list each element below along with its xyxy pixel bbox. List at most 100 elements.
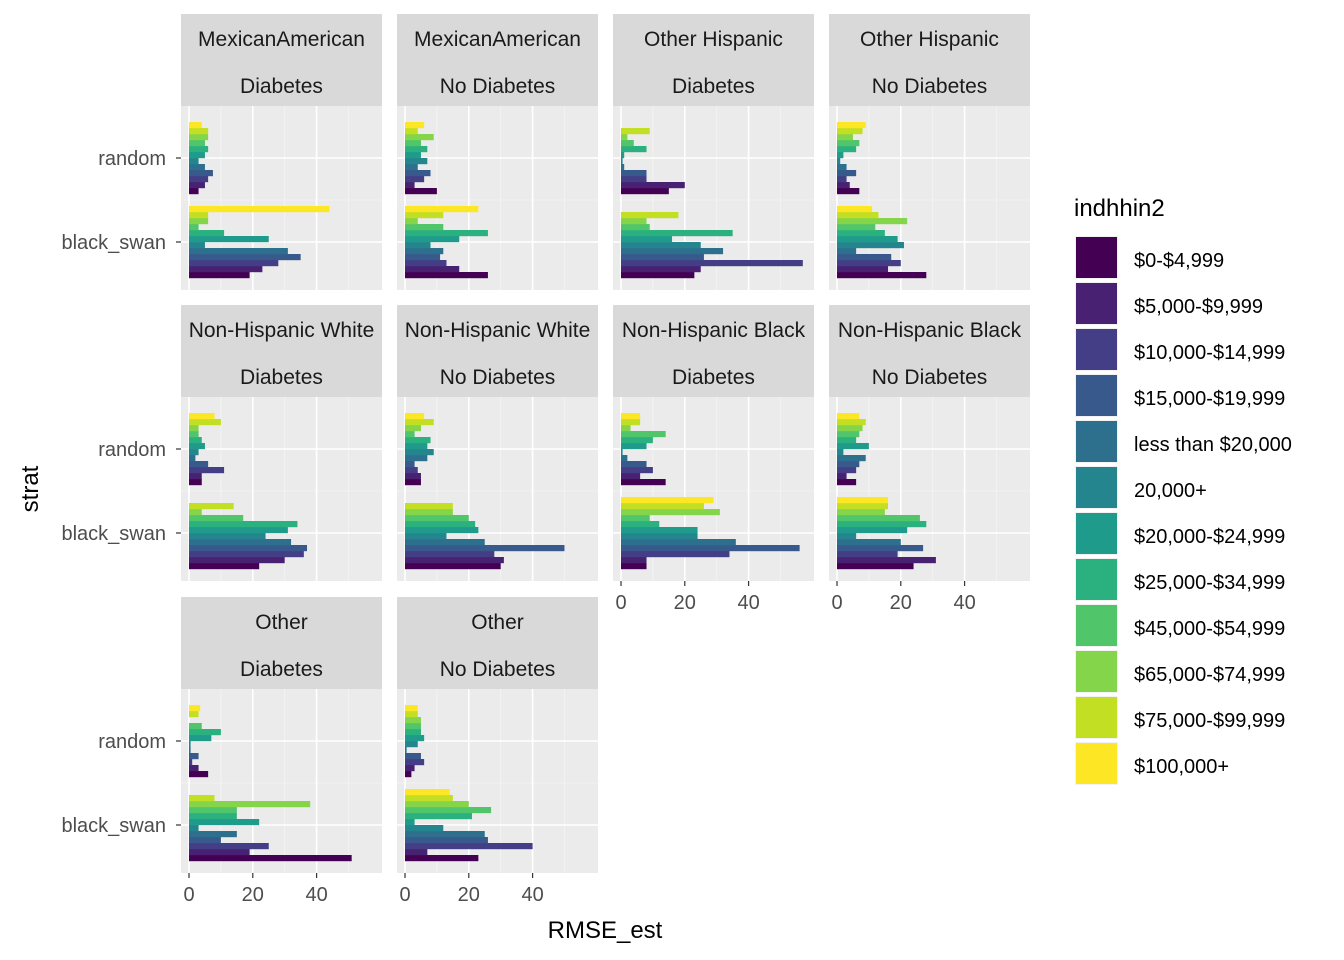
bar-random xyxy=(189,419,221,426)
bar-random xyxy=(189,741,191,748)
bar-random xyxy=(189,467,225,474)
bar-black-swan xyxy=(621,260,803,267)
bar-black-swan xyxy=(189,230,225,237)
bar-black-swan xyxy=(621,212,679,219)
bar-random xyxy=(189,723,202,730)
bar-random xyxy=(405,443,428,450)
bar-random xyxy=(621,461,647,468)
bar-random xyxy=(189,437,202,444)
bar-random xyxy=(189,146,209,153)
bar-black-swan xyxy=(189,807,237,814)
bar-random xyxy=(189,747,191,754)
facet-strip xyxy=(181,597,382,689)
bar-black-swan xyxy=(405,789,450,796)
bar-black-swan xyxy=(621,527,698,534)
legend-label: $10,000-$14,999 xyxy=(1134,342,1285,364)
bar-random xyxy=(621,467,653,474)
bar-random xyxy=(405,479,421,486)
bar-black-swan xyxy=(405,236,460,243)
facet-panel: MexicanAmerican No Diabetes xyxy=(397,14,598,290)
bar-black-swan xyxy=(837,533,857,540)
bar-black-swan xyxy=(405,533,447,540)
bar-black-swan xyxy=(189,539,292,546)
bar-black-swan xyxy=(837,509,885,516)
y-tick-label: black_swan xyxy=(61,523,166,545)
bar-random xyxy=(621,455,628,462)
bar-random xyxy=(837,425,863,432)
bar-black-swan xyxy=(837,206,873,213)
bar-random xyxy=(837,176,847,183)
bar-black-swan xyxy=(405,503,453,510)
panels-layer: MexicanAmericanDiabetesrandomblack_swanM… xyxy=(61,14,1030,906)
x-tick-label: 0 xyxy=(399,884,410,906)
bar-random xyxy=(621,413,641,420)
legend-label: $100,000+ xyxy=(1134,756,1229,778)
legend-key xyxy=(1076,513,1117,554)
bar-random xyxy=(189,176,209,183)
facet-plot-area xyxy=(829,397,1030,581)
bar-black-swan xyxy=(405,807,492,814)
bar-black-swan xyxy=(837,242,904,249)
bar-black-swan xyxy=(621,272,695,279)
bar-random xyxy=(621,170,647,177)
bar-random xyxy=(189,128,209,135)
legend-key xyxy=(1076,283,1117,324)
legend-label: less than $20,000 xyxy=(1134,434,1292,456)
bar-random xyxy=(189,711,199,718)
facet-panel: MexicanAmerican Diabetes random black_swan xyxy=(61,14,382,290)
bar-black-swan xyxy=(837,266,889,273)
bar-black-swan xyxy=(189,855,352,862)
bar-random xyxy=(405,705,418,712)
bar-random xyxy=(405,765,415,772)
x-tick-label: 20 xyxy=(458,884,480,906)
x-tick-label: 0 xyxy=(831,592,842,614)
bar-random xyxy=(405,425,421,432)
facet-strip xyxy=(397,14,598,106)
bar-black-swan xyxy=(621,509,720,516)
bar-black-swan xyxy=(405,813,472,820)
y-tick-label: black_swan xyxy=(61,815,166,837)
bar-random xyxy=(405,717,421,724)
bar-random xyxy=(405,753,421,760)
bar-black-swan xyxy=(405,242,431,249)
facet-panel: Non-Hispanic White Diabetes random black_sw… xyxy=(61,305,382,581)
bar-random xyxy=(405,771,412,778)
bar-random xyxy=(405,729,421,736)
x-tick-label: 0 xyxy=(615,592,626,614)
bar-random xyxy=(189,449,199,456)
bar-black-swan xyxy=(405,272,488,279)
bar-random xyxy=(837,413,860,420)
bar-black-swan xyxy=(189,260,279,267)
bar-black-swan xyxy=(837,248,857,255)
facet-strip-label-2: Diabetes xyxy=(672,366,755,389)
facet-strip xyxy=(613,305,814,397)
bar-black-swan xyxy=(405,855,479,862)
facet-strip xyxy=(397,305,598,397)
bar-black-swan xyxy=(621,218,647,225)
bar-random xyxy=(621,449,623,456)
bar-black-swan xyxy=(621,503,704,510)
bar-black-swan xyxy=(405,230,488,237)
bar-random xyxy=(837,467,857,474)
bar-random xyxy=(189,140,205,147)
bar-black-swan xyxy=(405,551,495,558)
bar-random xyxy=(837,479,857,486)
bar-random xyxy=(189,479,202,486)
bar-black-swan xyxy=(405,509,453,516)
bar-black-swan xyxy=(189,819,260,826)
bar-random xyxy=(189,413,215,420)
bar-random xyxy=(621,128,650,135)
facet-strip-label-1: Non-Hispanic Black xyxy=(622,319,806,342)
bar-black-swan xyxy=(621,563,647,570)
facet-panel: Other Hispanic Diabetes xyxy=(613,14,814,290)
bar-random xyxy=(189,455,196,462)
bar-black-swan xyxy=(189,266,263,273)
bar-random xyxy=(405,437,431,444)
bar-black-swan xyxy=(621,557,647,564)
bar-black-swan xyxy=(405,539,485,546)
bar-black-swan xyxy=(621,533,698,540)
bar-black-swan xyxy=(837,503,889,510)
bar-random xyxy=(405,723,421,730)
bar-random xyxy=(189,164,205,171)
